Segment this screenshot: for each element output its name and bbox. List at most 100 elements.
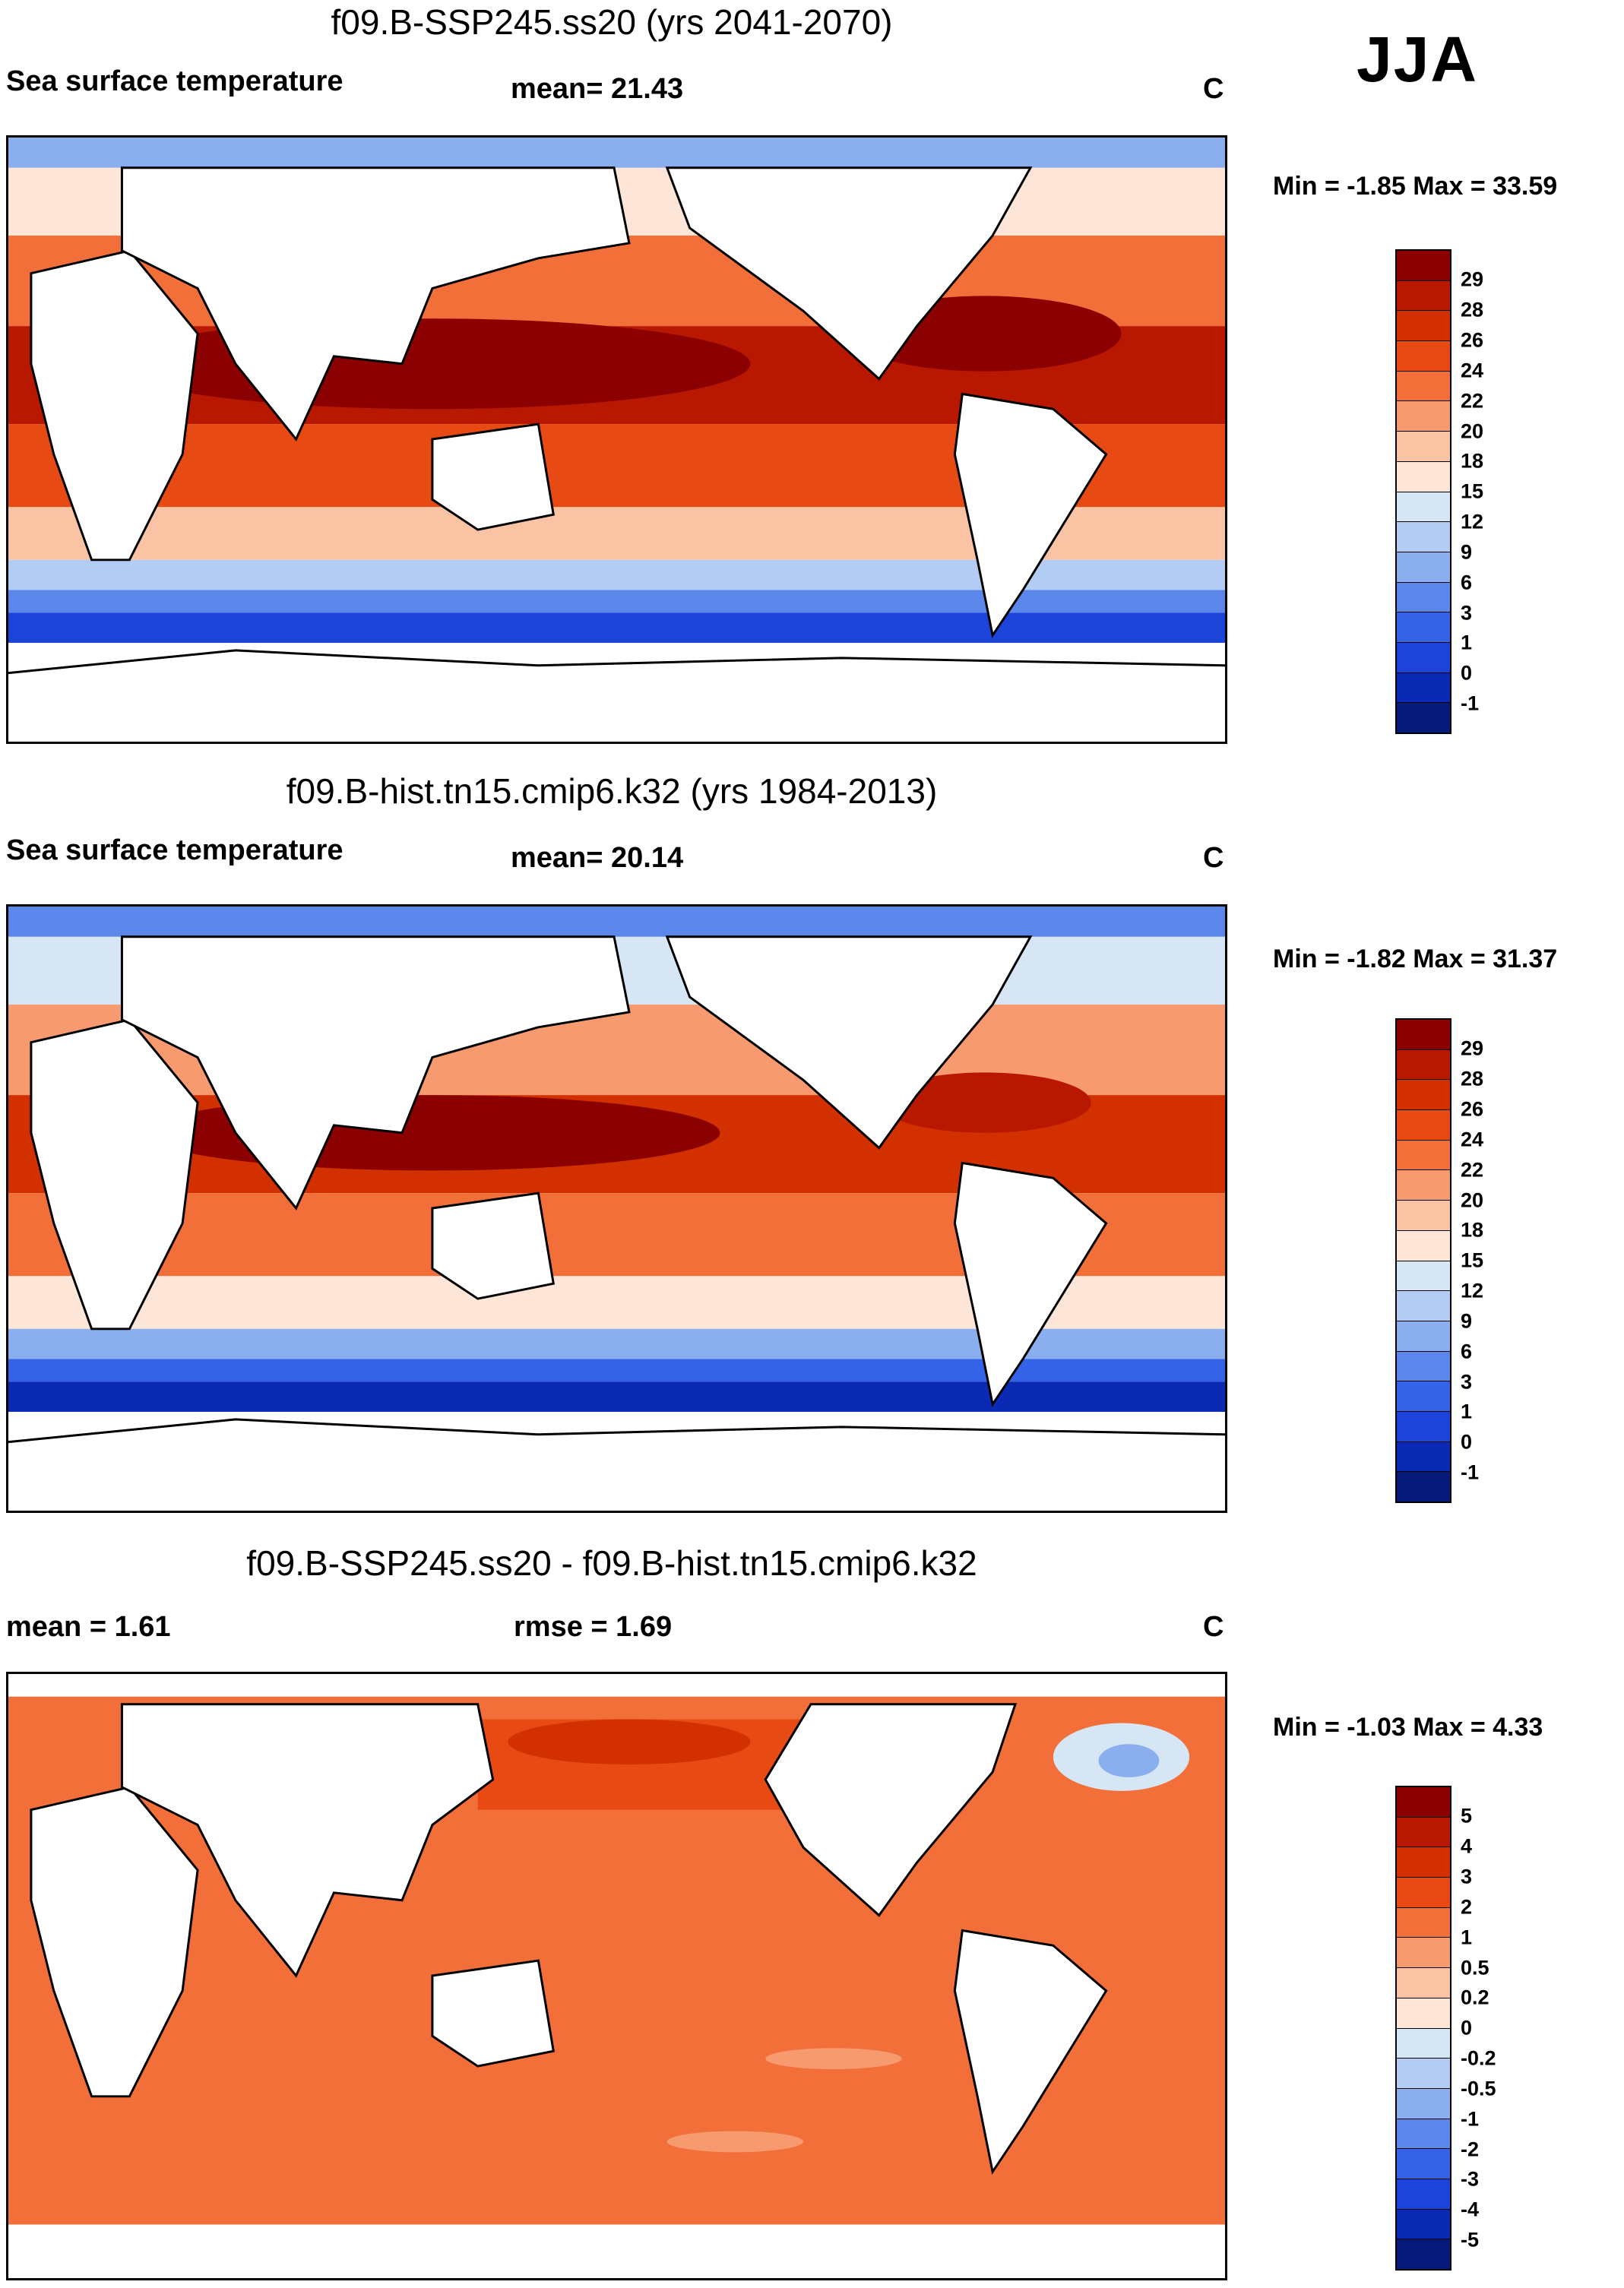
panel-2-colorbar <box>1395 1018 1451 1503</box>
colorbar-tick-label: -1 <box>1461 691 1480 715</box>
panel-2-mean: mean= 20.14 <box>511 842 684 874</box>
colorbar-tick-label: 26 <box>1461 328 1484 352</box>
panel-3-colorbar-swatch <box>1397 2119 1450 2150</box>
panel-1-colorbar-swatch <box>1397 522 1450 552</box>
panel-1-colorbar-swatch <box>1397 582 1450 613</box>
colorbar-tick-label: 24 <box>1461 359 1484 382</box>
colorbar-tick-label: 29 <box>1461 1036 1484 1060</box>
colorbar-tick-label: 15 <box>1461 1248 1484 1272</box>
colorbar-tick-label: 5 <box>1461 1804 1473 1828</box>
colorbar-tick-label: 9 <box>1461 1309 1473 1333</box>
panel-1-colorbar-swatch <box>1397 432 1450 462</box>
colorbar-tick-label: 0.5 <box>1461 1956 1489 1979</box>
panel-1-mean: mean= 21.43 <box>511 73 684 105</box>
colorbar-tick-label: -0.5 <box>1461 2077 1496 2100</box>
panel-1-colorbar-swatch <box>1397 552 1450 583</box>
panel-1-colorbar-swatch <box>1397 672 1450 704</box>
panel-1-colorbar-swatch <box>1397 461 1450 492</box>
panel-1-units: C <box>1203 73 1224 105</box>
panel-2-colorbar-swatch <box>1397 1230 1450 1261</box>
panel-3-colorbar-swatch <box>1397 2059 1450 2089</box>
panel-1-colorbar-swatch <box>1397 492 1450 523</box>
panel-3-map <box>6 1672 1227 2280</box>
colorbar-tick-label: 29 <box>1461 267 1484 291</box>
panel-1-colorbar-swatch <box>1397 251 1450 281</box>
panel-2-colorbar-swatch <box>1397 1080 1450 1111</box>
panel-2-title: f09.B-hist.tn15.cmip6.k32 (yrs 1984-2013… <box>286 771 938 811</box>
panel-2-colorbar-swatch <box>1397 1170 1450 1201</box>
panel-3-minmax: Min = -1.03 Max = 4.33 <box>1273 1713 1543 1742</box>
colorbar-tick-label: 26 <box>1461 1097 1484 1121</box>
colorbar-tick-label: 20 <box>1461 419 1484 443</box>
panel-2-colorbar-swatch <box>1397 1261 1450 1292</box>
panel-2-map <box>6 904 1227 1513</box>
panel-3-colorbar-swatch <box>1397 1907 1450 1938</box>
panel-3-colorbar-swatch <box>1397 2239 1450 2269</box>
panel-2-colorbar-swatch <box>1397 1020 1450 1050</box>
panel-2-colorbar-swatch <box>1397 1110 1450 1141</box>
panel-3-colorbar-swatch <box>1397 1787 1450 1818</box>
panel-1-colorbar-swatch <box>1397 642 1450 673</box>
colorbar-tick-label: -1 <box>1461 1460 1480 1484</box>
colorbar-tick-label: 24 <box>1461 1128 1484 1151</box>
panel-1-minmax: Min = -1.85 Max = 33.59 <box>1273 172 1558 201</box>
colorbar-tick-label: -2 <box>1461 2138 1480 2161</box>
colorbar-tick-label: 3 <box>1461 1865 1473 1888</box>
colorbar-tick-label: 6 <box>1461 571 1473 594</box>
panel-1-map <box>6 135 1227 744</box>
panel-3-colorbar-swatch <box>1397 2149 1450 2179</box>
panel-3-colorbar-swatch <box>1397 1817 1450 1848</box>
panel-2-field-label: Sea surface temperature <box>6 834 343 866</box>
colorbar-tick-label: 1 <box>1461 631 1473 654</box>
panel-2-colorbar-swatch <box>1397 1411 1450 1442</box>
panel-3-colorbar-swatch <box>1397 1847 1450 1878</box>
panel-2-colorbar-swatch <box>1397 1351 1450 1382</box>
colorbar-tick-label: 0 <box>1461 661 1473 685</box>
panel-3-difference-field <box>8 1674 1225 2278</box>
panel-1-colorbar-swatch <box>1397 612 1450 643</box>
panel-1-colorbar-swatch <box>1397 371 1450 402</box>
panel-2-colorbar-swatch <box>1397 1140 1450 1171</box>
panel-1-colorbar-swatch <box>1397 703 1450 733</box>
season-label: JJA <box>1356 24 1479 95</box>
panel-3-colorbar-swatch <box>1397 2209 1450 2240</box>
colorbar-tick-label: 20 <box>1461 1188 1484 1212</box>
colorbar-tick-label: -4 <box>1461 2198 1480 2221</box>
panel-3-units: C <box>1203 1611 1224 1643</box>
panel-1-colorbar-swatch <box>1397 280 1450 312</box>
colorbar-tick-label: 2 <box>1461 1895 1473 1919</box>
colorbar-tick-label: 4 <box>1461 1834 1473 1858</box>
colorbar-tick-label: 22 <box>1461 1158 1484 1182</box>
panel-3-colorbar-swatch <box>1397 1878 1450 1908</box>
panel-2-colorbar-swatch <box>1397 1291 1450 1321</box>
panel-1-sst-field <box>8 138 1225 742</box>
panel-1-colorbar-swatch <box>1397 401 1450 432</box>
panel-2-colorbar-swatch <box>1397 1381 1450 1412</box>
colorbar-tick-label: 22 <box>1461 389 1484 413</box>
panel-1-field-label: Sea surface temperature <box>6 65 343 97</box>
panel-3-title: f09.B-SSP245.ss20 - f09.B-hist.tn15.cmip… <box>246 1543 977 1583</box>
panel-2-colorbar-swatch <box>1397 1049 1450 1081</box>
panel-3-colorbar-swatch <box>1397 2028 1450 2059</box>
colorbar-tick-label: 18 <box>1461 1218 1484 1242</box>
panel-3-colorbar-swatch <box>1397 1998 1450 2029</box>
panel-3-mean: mean = 1.61 <box>6 1611 171 1643</box>
panel-3-colorbar-swatch <box>1397 1938 1450 1969</box>
colorbar-tick-label: 28 <box>1461 298 1484 321</box>
colorbar-tick-label: 9 <box>1461 540 1473 564</box>
colorbar-tick-label: 1 <box>1461 1926 1473 1949</box>
colorbar-tick-label: 0 <box>1461 1430 1473 1454</box>
panel-3-colorbar-swatch <box>1397 2088 1450 2119</box>
panel-2-colorbar-swatch <box>1397 1321 1450 1352</box>
colorbar-tick-label: -0.2 <box>1461 2046 1496 2070</box>
panel-2-minmax: Min = -1.82 Max = 31.37 <box>1273 945 1558 973</box>
panel-1-title: f09.B-SSP245.ss20 (yrs 2041-2070) <box>331 2 893 42</box>
colorbar-tick-label: 6 <box>1461 1340 1473 1363</box>
colorbar-tick-label: 12 <box>1461 510 1484 533</box>
colorbar-tick-label: 3 <box>1461 601 1473 625</box>
panel-1-colorbar-swatch <box>1397 311 1450 342</box>
colorbar-tick-label: 12 <box>1461 1279 1484 1302</box>
panel-3-colorbar-swatch <box>1397 1968 1450 1998</box>
panel-2-units: C <box>1203 842 1224 874</box>
panel-3-rmse: rmse = 1.69 <box>514 1611 673 1643</box>
